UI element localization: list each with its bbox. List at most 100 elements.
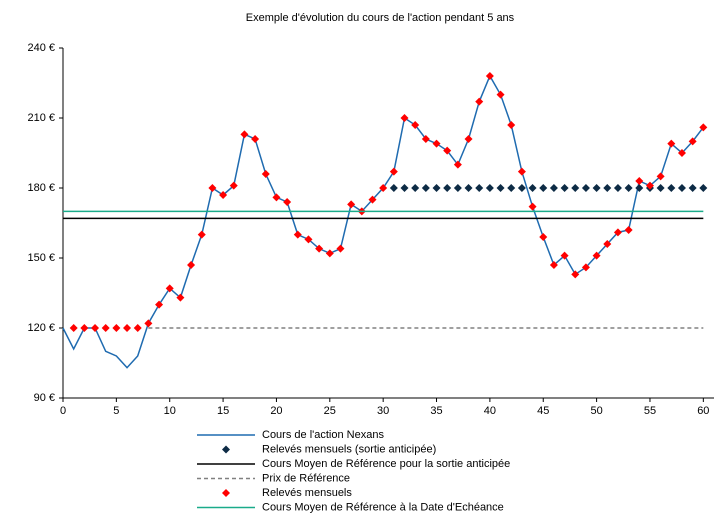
x-tick-label: 20 [270,405,282,417]
data-point [432,139,441,148]
data-point [240,130,249,139]
data-point [379,184,388,192]
y-tick-label: 240 € [27,42,55,54]
data-point [368,195,377,204]
data-point [112,324,121,332]
data-point [549,184,558,192]
data-point [229,181,238,190]
data-point [496,90,505,99]
data-point [133,324,142,332]
y-tick-label: 180 € [27,182,55,194]
data-point [475,97,484,106]
data-point [187,261,196,269]
data-point [251,135,260,143]
data-point [507,184,516,192]
data-point [453,160,462,169]
data-point [507,121,516,129]
data-point [347,200,356,209]
data-point [443,146,452,155]
data-point [517,167,526,176]
data-point [165,284,174,293]
data-point [389,167,398,176]
data-point [496,184,505,192]
chart-title: Exemple d'évolution du cours de l'action… [246,12,515,24]
data-point [80,324,89,332]
data-point [475,184,484,192]
data-point [293,230,302,239]
data-point [571,184,580,192]
x-tick-label: 15 [217,405,229,417]
legend-label: Prix de Référence [262,472,350,484]
x-tick-label: 25 [324,405,336,417]
data-point [677,184,686,192]
data-point [443,184,452,192]
data-point [453,184,462,192]
x-tick-label: 50 [590,405,602,417]
data-point [688,137,697,146]
x-tick-label: 60 [697,405,709,417]
data-point [677,149,686,157]
data-point [539,233,548,241]
data-point [613,228,622,237]
data-point [176,293,185,302]
data-point [667,139,676,148]
data-point [656,184,665,192]
data-point [624,184,633,192]
data-point [603,184,612,192]
y-tick-label: 90 € [34,392,55,404]
data-point [624,226,633,234]
data-point [485,184,494,192]
data-point [325,249,334,258]
data-point [400,184,409,192]
legend-label: Cours Moyen de Référence à la Date d'Ech… [262,501,504,513]
data-point [91,324,100,332]
y-tick-label: 150 € [27,252,55,264]
x-tick-label: 0 [60,405,66,417]
data-point [155,300,164,309]
data-point [411,184,420,192]
legend-swatch [222,445,230,454]
data-point [592,251,601,260]
x-tick-label: 5 [113,405,119,417]
data-point [699,123,708,132]
data-point [549,261,558,269]
data-point [336,244,345,253]
data-point [208,184,217,192]
legend-label: Cours de l'action Nexans [262,429,384,441]
data-point [432,184,441,192]
legend-swatch [222,489,230,497]
data-point [219,191,228,199]
data-point [581,184,590,192]
data-point [69,324,78,332]
data-point [485,72,494,80]
y-tick-label: 120 € [27,322,55,334]
data-point [464,184,473,192]
data-point [635,184,644,192]
x-tick-label: 40 [484,405,496,417]
data-point [123,324,132,332]
data-point [411,121,420,129]
data-point [261,170,270,178]
data-point [464,135,473,143]
data-point [613,184,622,192]
x-tick-label: 45 [537,405,549,417]
data-point [400,114,409,122]
data-point [560,184,569,192]
data-point [283,198,292,206]
data-point [699,184,708,192]
legend-label: Cours Moyen de Référence pour la sortie … [262,458,510,470]
x-tick-label: 35 [430,405,442,417]
data-point [603,240,612,248]
data-point [315,244,324,253]
data-point [421,184,430,192]
x-tick-label: 10 [164,405,176,417]
data-point [539,184,548,192]
data-point [304,235,313,244]
series-line [62,74,704,369]
data-point [517,184,526,192]
y-tick-label: 210 € [27,112,55,124]
data-point [645,181,654,190]
data-point [101,324,110,332]
data-point [635,177,644,185]
data-point [656,172,665,181]
